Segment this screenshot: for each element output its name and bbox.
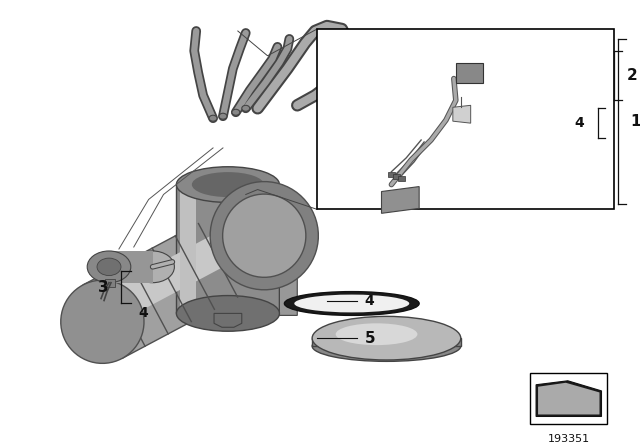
Polygon shape — [453, 105, 470, 123]
Ellipse shape — [242, 105, 250, 111]
Bar — [530, 373, 607, 424]
Text: 3: 3 — [99, 280, 109, 295]
Ellipse shape — [284, 292, 419, 315]
Text: 1: 1 — [630, 114, 640, 129]
Bar — [180, 189, 196, 310]
Text: 5: 5 — [365, 331, 375, 346]
Ellipse shape — [209, 115, 217, 121]
Bar — [398, 176, 405, 181]
Bar — [177, 185, 280, 314]
Polygon shape — [456, 63, 483, 82]
Text: 4: 4 — [365, 293, 374, 307]
Ellipse shape — [312, 331, 461, 362]
Ellipse shape — [61, 280, 144, 363]
Text: 4: 4 — [139, 306, 148, 320]
Ellipse shape — [192, 172, 264, 197]
Text: 2: 2 — [627, 68, 637, 83]
Polygon shape — [280, 274, 297, 315]
Polygon shape — [83, 199, 284, 358]
Polygon shape — [538, 383, 600, 414]
Ellipse shape — [177, 296, 280, 331]
Ellipse shape — [177, 167, 280, 202]
Bar — [394, 174, 401, 179]
Text: 4: 4 — [574, 116, 584, 130]
Bar — [388, 172, 396, 177]
Text: 193351: 193351 — [548, 434, 590, 444]
Ellipse shape — [97, 258, 121, 276]
Bar — [317, 29, 614, 209]
Polygon shape — [536, 381, 602, 417]
Ellipse shape — [294, 295, 409, 312]
Polygon shape — [91, 214, 268, 329]
Ellipse shape — [335, 323, 417, 345]
Ellipse shape — [210, 181, 318, 290]
Ellipse shape — [87, 251, 131, 283]
Ellipse shape — [232, 109, 240, 115]
Ellipse shape — [223, 194, 306, 277]
Ellipse shape — [312, 316, 461, 360]
Ellipse shape — [219, 113, 227, 119]
Bar — [109, 251, 152, 283]
Polygon shape — [214, 314, 242, 327]
Polygon shape — [381, 186, 419, 213]
Bar — [105, 279, 115, 287]
Polygon shape — [312, 338, 461, 346]
Ellipse shape — [131, 251, 174, 283]
